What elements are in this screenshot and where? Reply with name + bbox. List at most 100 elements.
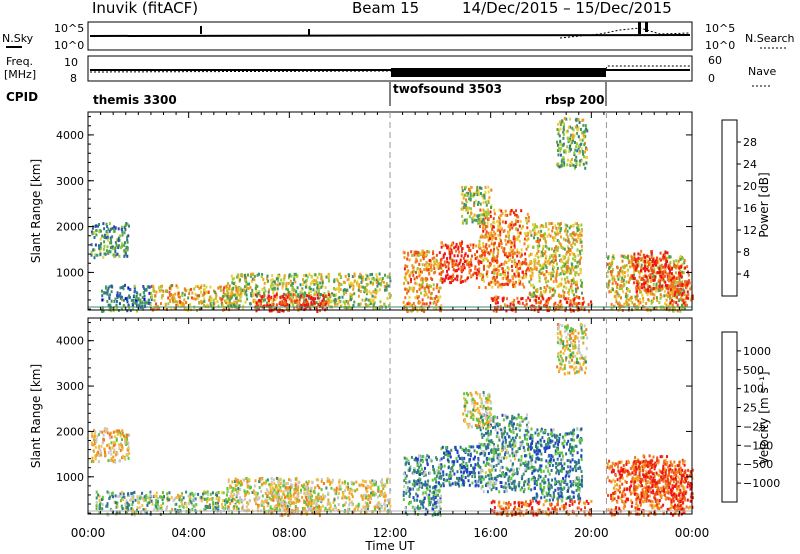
data-cell	[255, 283, 257, 287]
data-cell	[436, 300, 439, 303]
data-cell	[580, 142, 583, 146]
data-cell	[326, 479, 329, 483]
data-cell	[348, 285, 351, 289]
data-cell	[377, 279, 379, 283]
data-cell	[545, 222, 547, 226]
data-cell	[182, 304, 185, 308]
data-cell	[328, 507, 331, 511]
data-cell	[431, 297, 434, 301]
data-cell	[247, 287, 250, 290]
data-cell	[619, 266, 622, 270]
data-cell	[286, 295, 289, 299]
data-cell	[542, 289, 545, 293]
data-cell	[197, 296, 199, 300]
data-cell	[268, 491, 271, 495]
data-cell	[194, 292, 197, 296]
data-cell	[624, 295, 627, 298]
data-cell	[633, 269, 636, 273]
data-cell	[438, 272, 441, 276]
data-cell	[151, 502, 154, 506]
data-cell	[389, 293, 392, 297]
data-cell	[113, 225, 116, 229]
data-cell	[237, 499, 239, 503]
data-cell	[555, 274, 558, 278]
data-cell	[679, 257, 682, 261]
data-cell	[98, 244, 100, 248]
cpid-segment-twofsound: twofsound 3503	[393, 82, 502, 96]
data-cell	[541, 295, 544, 299]
data-cell	[285, 482, 288, 486]
data-cell	[115, 510, 118, 514]
data-cell	[572, 301, 575, 305]
data-cell	[417, 295, 420, 299]
data-cell	[678, 271, 680, 275]
data-cell	[155, 290, 158, 294]
data-cell	[155, 495, 158, 498]
data-cell	[176, 300, 179, 304]
data-cell	[492, 309, 495, 313]
data-cell	[275, 293, 278, 297]
data-cell	[291, 282, 294, 286]
data-cell	[423, 268, 426, 272]
data-cell	[516, 250, 519, 254]
data-cell	[246, 481, 249, 485]
data-cell	[679, 309, 682, 313]
data-cell	[470, 185, 472, 189]
data-cell	[315, 495, 318, 499]
data-cell	[654, 286, 657, 290]
data-cell	[181, 498, 184, 502]
data-cell	[466, 218, 469, 222]
data-cell	[419, 270, 422, 274]
data-cell	[166, 498, 169, 502]
data-cell	[578, 296, 581, 300]
data-cell	[427, 268, 430, 271]
data-cell	[115, 303, 118, 307]
data-cell	[228, 287, 231, 291]
data-cell	[139, 301, 142, 305]
data-cell	[234, 477, 237, 481]
data-cell	[404, 287, 407, 291]
data-cell	[501, 212, 504, 216]
data-cell	[352, 482, 355, 486]
data-cell	[529, 298, 531, 302]
data-cell	[687, 273, 690, 277]
data-cell	[506, 240, 509, 244]
data-cell	[207, 498, 210, 502]
data-cell	[666, 251, 669, 255]
data-cell	[90, 253, 93, 257]
data-cell	[645, 259, 648, 262]
data-cell	[462, 206, 465, 209]
data-cell	[111, 226, 114, 230]
data-cell	[276, 287, 279, 291]
data-cell	[546, 301, 549, 305]
data-cell	[568, 288, 571, 292]
data-cell	[446, 269, 448, 273]
data-cell	[349, 295, 352, 299]
data-cell	[495, 295, 498, 299]
data-cell	[440, 307, 443, 311]
data-cell	[337, 503, 340, 506]
data-cell	[631, 274, 634, 278]
data-cell	[677, 273, 680, 277]
data-cell	[489, 248, 492, 252]
data-cell	[372, 480, 375, 484]
freq-left-tick: 8	[70, 72, 77, 85]
data-cell	[128, 294, 131, 298]
data-cell	[117, 246, 120, 249]
data-cell	[571, 245, 574, 249]
data-cell	[157, 506, 160, 510]
data-cell	[569, 160, 572, 164]
data-cell	[148, 291, 151, 295]
data-cell	[488, 265, 490, 269]
data-cell	[225, 498, 228, 502]
data-cell	[446, 260, 449, 264]
data-cell	[131, 307, 134, 311]
data-cell	[424, 253, 427, 257]
data-cell	[669, 288, 672, 292]
data-cell	[439, 286, 442, 290]
data-cell	[671, 299, 674, 303]
data-cell	[126, 296, 129, 300]
data-cell	[573, 133, 576, 137]
data-cell	[105, 230, 108, 234]
data-cell	[569, 233, 572, 237]
